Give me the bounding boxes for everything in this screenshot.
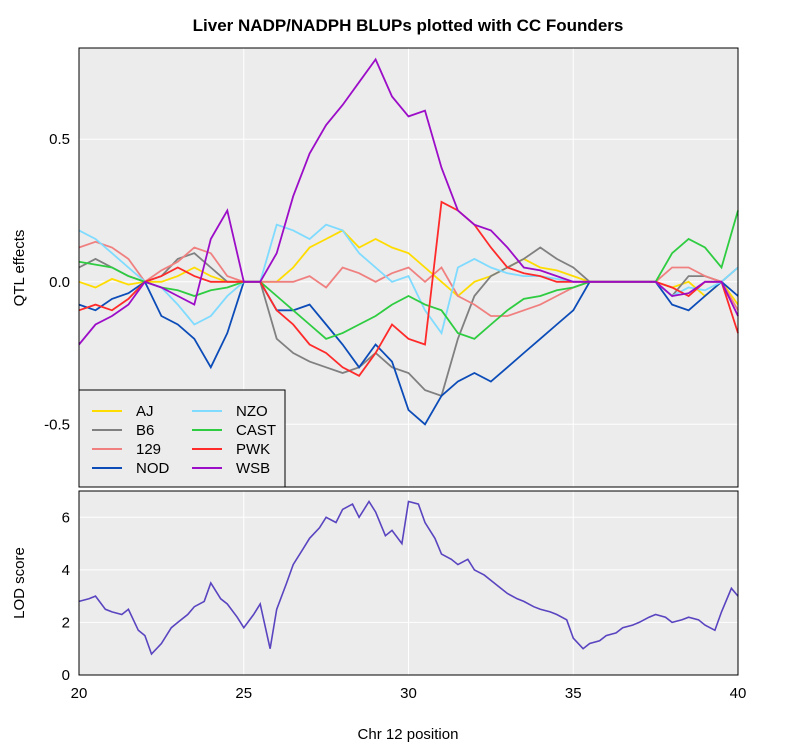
x-tick-labels: 20 25 30 35 40 bbox=[71, 685, 747, 702]
legend-label-129: 129 bbox=[136, 441, 161, 458]
series-line-wsb bbox=[78, 57, 739, 346]
legend-entries: AJ B6 129 NOD NZO CAST PWK WSB bbox=[92, 403, 276, 477]
legend-box bbox=[78, 389, 286, 488]
legend-label-nzo: NZO bbox=[236, 403, 268, 420]
bottom-y-tick-label: 6 bbox=[62, 509, 70, 526]
x-tick-label: 25 bbox=[235, 685, 252, 702]
x-tick-label: 35 bbox=[565, 685, 582, 702]
x-tick-label: 40 bbox=[730, 685, 747, 702]
bottom-y-tick-label: 0 bbox=[62, 667, 70, 684]
top-y-tick-label: -0.5 bbox=[44, 416, 70, 433]
chart-title: Liver NADP/NADPH BLUPs plotted with CC F… bbox=[193, 16, 624, 35]
bottom-plot-border bbox=[78, 490, 739, 676]
x-tick-label: 30 bbox=[400, 685, 417, 702]
legend-label-b6: B6 bbox=[136, 422, 154, 439]
qtl-effect-lines bbox=[78, 57, 739, 426]
lod-series-line bbox=[78, 499, 739, 656]
top-y-tick-label: 0.5 bbox=[49, 131, 70, 148]
lod-score-panel: 0 2 4 6 20 25 30 35 40 LOD score Chr 12 positio… bbox=[11, 490, 747, 743]
bottom-y-axis-label: LOD score bbox=[11, 547, 28, 619]
bottom-y-tick-label: 4 bbox=[62, 562, 70, 579]
lod-score-line bbox=[78, 499, 739, 656]
legend-label-pwk: PWK bbox=[236, 441, 270, 458]
qtl-effects-panel: -0.5 0.0 0.5 QTL effects AJ B6 129 NOD NZO CAST… bbox=[11, 47, 739, 488]
legend-label-aj: AJ bbox=[136, 403, 154, 420]
top-y-tick-labels: -0.5 0.0 0.5 bbox=[44, 131, 70, 433]
x-axis-label: Chr 12 position bbox=[358, 726, 459, 743]
top-y-axis-label: QTL effects bbox=[11, 230, 28, 307]
legend-label-nod: NOD bbox=[136, 460, 170, 477]
bottom-y-tick-labels: 0 2 4 6 bbox=[62, 509, 70, 684]
bottom-y-tick-label: 2 bbox=[62, 614, 70, 631]
legend: AJ B6 129 NOD NZO CAST PWK WSB bbox=[78, 389, 286, 488]
x-tick-label: 20 bbox=[71, 685, 88, 702]
top-y-tick-label: 0.0 bbox=[49, 274, 70, 291]
legend-label-wsb: WSB bbox=[236, 460, 270, 477]
top-plot-border bbox=[78, 47, 739, 488]
legend-label-cast: CAST bbox=[236, 422, 276, 439]
